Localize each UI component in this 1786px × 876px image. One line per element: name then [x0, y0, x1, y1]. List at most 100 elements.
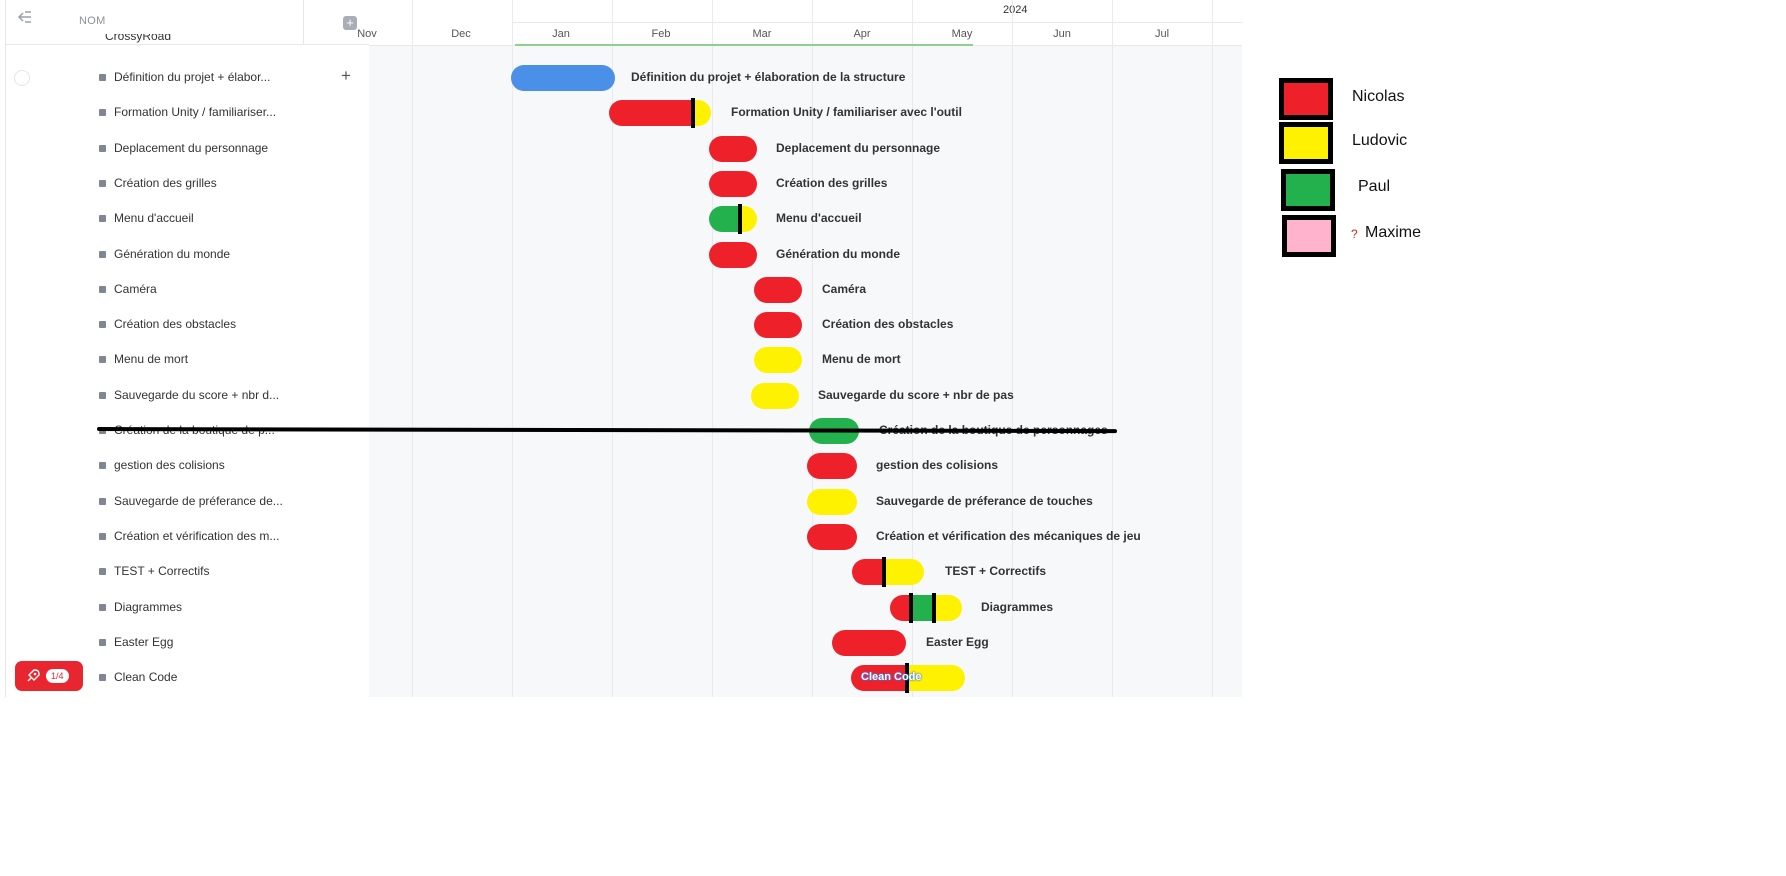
task-name[interactable]: gestion des colisions — [114, 458, 225, 473]
task-name[interactable]: Menu d'accueil — [114, 211, 194, 226]
task-status-icon[interactable] — [99, 285, 106, 293]
task-row[interactable]: Création et vérification des m... — [6, 519, 369, 554]
task-status-icon[interactable] — [99, 215, 106, 223]
task-list-panel: NOM + CrossyRoad Définition du projet + … — [5, 0, 370, 697]
assignee-segment — [511, 65, 615, 91]
task-bar[interactable] — [609, 100, 711, 127]
task-row[interactable]: Création des obstacles — [6, 307, 369, 342]
legend-swatch — [1279, 122, 1333, 164]
task-row[interactable]: Définition du projet + élabor... + — [6, 60, 369, 95]
assignee-segment — [709, 135, 757, 162]
task-status-icon[interactable] — [99, 144, 106, 152]
task-name[interactable]: Sauvegarde du score + nbr d... — [114, 387, 280, 402]
task-name[interactable]: TEST + Correctifs — [114, 564, 210, 579]
gantt-app: NOM + CrossyRoad Définition du projet + … — [5, 0, 1242, 697]
task-row[interactable]: Easter Egg — [6, 625, 369, 660]
task-status-icon[interactable] — [99, 356, 106, 364]
task-row[interactable]: Caméra — [6, 272, 369, 307]
task-bar[interactable] — [851, 665, 965, 692]
collapse-sidebar-icon[interactable] — [17, 10, 35, 26]
task-status-icon[interactable] — [99, 568, 106, 576]
group-name[interactable]: CrossyRoad — [105, 34, 172, 43]
task-bar[interactable] — [709, 135, 757, 162]
task-bar-inline-label: Clean Code — [861, 671, 922, 684]
task-row[interactable]: gestion des colisions — [6, 448, 369, 483]
row-select-radio[interactable] — [14, 70, 30, 86]
task-row[interactable]: Génération du monde — [6, 237, 369, 272]
column-divider — [303, 0, 304, 44]
onboarding-badge[interactable]: 1/4 — [15, 661, 83, 691]
task-row[interactable]: Menu de mort — [6, 342, 369, 377]
task-name[interactable]: Définition du projet + élabor... — [114, 70, 271, 84]
legend-label: Paul — [1358, 178, 1391, 195]
task-bar[interactable] — [754, 312, 802, 339]
task-bar[interactable] — [511, 65, 615, 91]
task-status-icon[interactable] — [99, 179, 106, 187]
task-name[interactable]: Génération du monde — [114, 246, 231, 261]
task-row[interactable]: Deplacement du personnage — [6, 131, 369, 166]
task-name[interactable]: Menu de mort — [114, 352, 189, 367]
task-bar[interactable] — [807, 488, 857, 515]
task-status-icon[interactable] — [99, 391, 106, 399]
task-bar[interactable] — [807, 453, 857, 480]
month-gridline — [812, 0, 813, 697]
task-row[interactable]: Sauvegarde du score + nbr d... — [6, 378, 369, 413]
task-bar-label: Easter Egg — [926, 634, 989, 649]
task-name[interactable]: Création des grilles — [114, 175, 217, 190]
month-label: Apr — [853, 28, 871, 40]
task-bar[interactable] — [890, 594, 962, 621]
segment-divider — [881, 557, 886, 588]
task-status-icon[interactable] — [99, 250, 106, 258]
assignee-segment — [754, 347, 802, 374]
assignee-segment — [754, 276, 802, 303]
assignee-segment — [906, 665, 965, 692]
task-bar[interactable] — [709, 170, 757, 197]
add-subtask-icon[interactable]: + — [341, 66, 351, 85]
add-column-icon[interactable]: + — [343, 16, 357, 30]
task-status-icon[interactable] — [99, 674, 106, 682]
task-status-icon[interactable] — [99, 321, 106, 329]
task-bar-label: Génération du monde — [776, 246, 901, 261]
segment-divider — [908, 592, 913, 623]
task-status-icon[interactable] — [99, 109, 106, 117]
assignee-segment — [609, 100, 693, 127]
month-label: Feb — [651, 28, 671, 40]
task-bar[interactable] — [709, 206, 757, 233]
task-row[interactable]: Sauvegarde de préferance de... — [6, 484, 369, 519]
task-bar-label: Menu d'accueil — [776, 211, 862, 226]
column-header-name[interactable]: NOM — [79, 15, 106, 27]
task-row[interactable]: Création des grilles — [6, 166, 369, 201]
task-bar[interactable] — [852, 559, 924, 586]
task-row[interactable]: Clean Code — [6, 660, 369, 695]
task-bar[interactable] — [754, 276, 802, 303]
task-bar[interactable] — [832, 629, 906, 656]
task-bar[interactable] — [754, 347, 802, 374]
task-row[interactable]: Formation Unity / familiariser... — [6, 95, 369, 130]
task-row[interactable]: Menu d'accueil — [6, 201, 369, 236]
task-name[interactable]: Clean Code — [114, 670, 178, 685]
month-label: Nov — [357, 28, 377, 40]
task-name[interactable]: Easter Egg — [114, 634, 174, 649]
task-status-icon[interactable] — [99, 532, 106, 540]
task-name[interactable]: Création et vérification des m... — [114, 528, 280, 543]
task-status-icon[interactable] — [99, 638, 106, 646]
task-status-icon[interactable] — [99, 74, 106, 81]
assignee-segment — [709, 241, 757, 268]
task-name[interactable]: Diagrammes — [114, 599, 183, 614]
task-bar[interactable] — [751, 382, 799, 409]
task-name[interactable]: Formation Unity / familiariser... — [114, 105, 277, 120]
assignee-segment — [832, 629, 906, 656]
task-status-icon[interactable] — [99, 497, 106, 505]
task-name[interactable]: Caméra — [114, 281, 157, 296]
task-status-icon[interactable] — [99, 462, 106, 470]
task-name[interactable]: Deplacement du personnage — [114, 140, 269, 155]
task-name[interactable]: Sauvegarde de préferance de... — [114, 493, 283, 508]
onboarding-count: 1/4 — [46, 669, 69, 683]
task-bar[interactable] — [807, 523, 857, 550]
task-row[interactable]: Diagrammes — [6, 590, 369, 625]
task-row[interactable]: TEST + Correctifs — [6, 554, 369, 589]
task-bar[interactable] — [709, 241, 757, 268]
task-name[interactable]: Création des obstacles — [114, 317, 237, 332]
month-gridline — [1112, 0, 1113, 697]
task-status-icon[interactable] — [99, 603, 106, 611]
